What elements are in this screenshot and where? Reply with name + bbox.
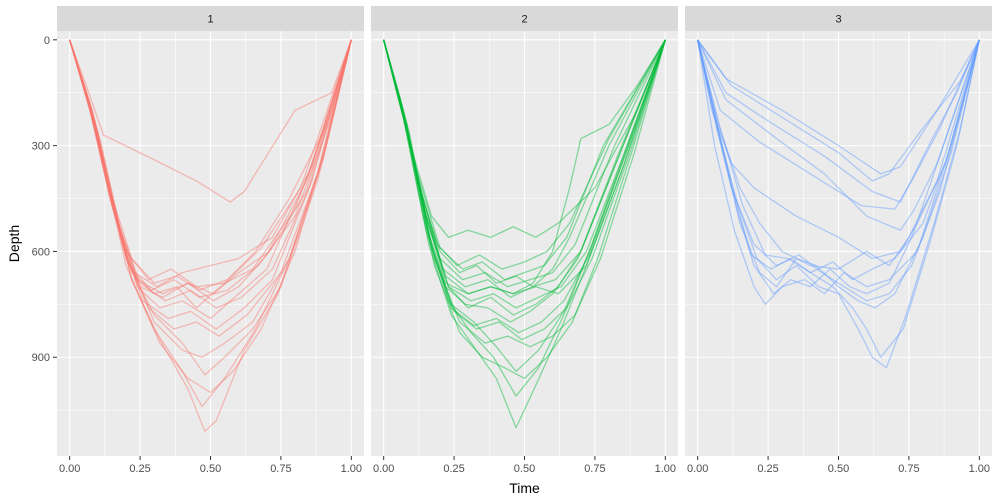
series-line bbox=[69, 39, 352, 376]
series-line bbox=[69, 39, 352, 203]
x-tick-label: 0.00 bbox=[687, 463, 708, 475]
series-line bbox=[383, 39, 666, 397]
series-line bbox=[69, 39, 352, 288]
facet-strip bbox=[57, 6, 364, 31]
series-line bbox=[697, 39, 980, 210]
facet-strip-label: 3 bbox=[835, 14, 841, 26]
x-tick-label: 0.75 bbox=[584, 463, 605, 475]
x-tick-label: 0.75 bbox=[270, 463, 291, 475]
series-line bbox=[383, 39, 666, 380]
series-line bbox=[69, 39, 352, 309]
x-tick-label: 1.00 bbox=[969, 463, 990, 475]
y-tick-label: 0 bbox=[44, 35, 50, 47]
facet-strip bbox=[685, 6, 992, 31]
facet-panel-2: 2 bbox=[371, 6, 678, 456]
series-line bbox=[383, 39, 666, 341]
x-tick-label: 0.50 bbox=[514, 463, 535, 475]
series-line bbox=[697, 39, 980, 302]
x-tick-label: 0.00 bbox=[373, 463, 394, 475]
series-line bbox=[383, 39, 666, 288]
y-tick-label: 600 bbox=[32, 246, 50, 258]
series-line bbox=[69, 39, 352, 394]
series-line bbox=[69, 39, 352, 295]
series-line bbox=[383, 39, 666, 334]
facet-strip-label: 1 bbox=[207, 14, 213, 26]
y-tick-label: 300 bbox=[32, 141, 50, 153]
series-line bbox=[697, 39, 980, 295]
series-line bbox=[69, 39, 352, 358]
series-line bbox=[69, 39, 352, 320]
x-tick-label: 0.50 bbox=[200, 463, 221, 475]
series-line bbox=[697, 39, 980, 175]
series-line bbox=[383, 39, 666, 429]
facet-panel-1: 1 bbox=[57, 6, 364, 456]
series-line bbox=[383, 39, 666, 316]
series-line bbox=[383, 39, 666, 323]
y-axis: 0 300 600 900 bbox=[32, 35, 57, 364]
facet-strip-label: 2 bbox=[521, 14, 527, 26]
series-line bbox=[697, 39, 980, 309]
facet-panel-3: 3 bbox=[685, 6, 992, 456]
series-line bbox=[383, 39, 666, 295]
series-line bbox=[697, 39, 980, 369]
y-axis-title: Depth bbox=[6, 225, 22, 262]
facet-panels: 1 2 3 bbox=[57, 6, 992, 456]
series-line bbox=[383, 39, 666, 298]
series-line bbox=[383, 39, 666, 281]
series-line bbox=[383, 39, 666, 348]
x-tick-label: 1.00 bbox=[341, 463, 362, 475]
series-line bbox=[697, 39, 980, 182]
x-tick-label: 1.00 bbox=[655, 463, 676, 475]
series-line bbox=[69, 39, 352, 408]
series-line bbox=[69, 39, 352, 302]
series-line bbox=[697, 39, 980, 270]
x-tick-label: 0.50 bbox=[828, 463, 849, 475]
series-line bbox=[69, 39, 352, 337]
series-line bbox=[383, 39, 666, 295]
series-line bbox=[383, 39, 666, 270]
y-tick-label: 900 bbox=[32, 352, 50, 364]
series-line bbox=[383, 39, 666, 372]
x-tick-label: 0.25 bbox=[129, 463, 150, 475]
x-tick-label: 0.25 bbox=[443, 463, 464, 475]
x-tick-label: 0.75 bbox=[898, 463, 919, 475]
series-line bbox=[69, 39, 352, 288]
series-line bbox=[697, 39, 980, 305]
series-line bbox=[69, 39, 352, 432]
series-line bbox=[383, 39, 666, 309]
series-line bbox=[697, 39, 980, 358]
x-tick-label: 0.00 bbox=[59, 463, 80, 475]
series-line bbox=[697, 39, 980, 231]
x-tick-label: 0.25 bbox=[757, 463, 778, 475]
series-line bbox=[69, 39, 352, 309]
series-line bbox=[69, 39, 352, 291]
series-line bbox=[383, 39, 666, 238]
series-line bbox=[69, 39, 352, 298]
x-axis-title: Time bbox=[509, 480, 540, 496]
x-axes: 0.00 0.25 0.50 0.75 1.00 0.00 0.25 0.50 0.75 1.00… bbox=[59, 456, 990, 475]
series-line bbox=[383, 39, 666, 288]
facet-strip bbox=[371, 6, 678, 31]
series-line bbox=[697, 39, 980, 203]
series-line bbox=[69, 39, 352, 330]
series-line bbox=[697, 39, 980, 281]
series-line bbox=[697, 39, 980, 260]
